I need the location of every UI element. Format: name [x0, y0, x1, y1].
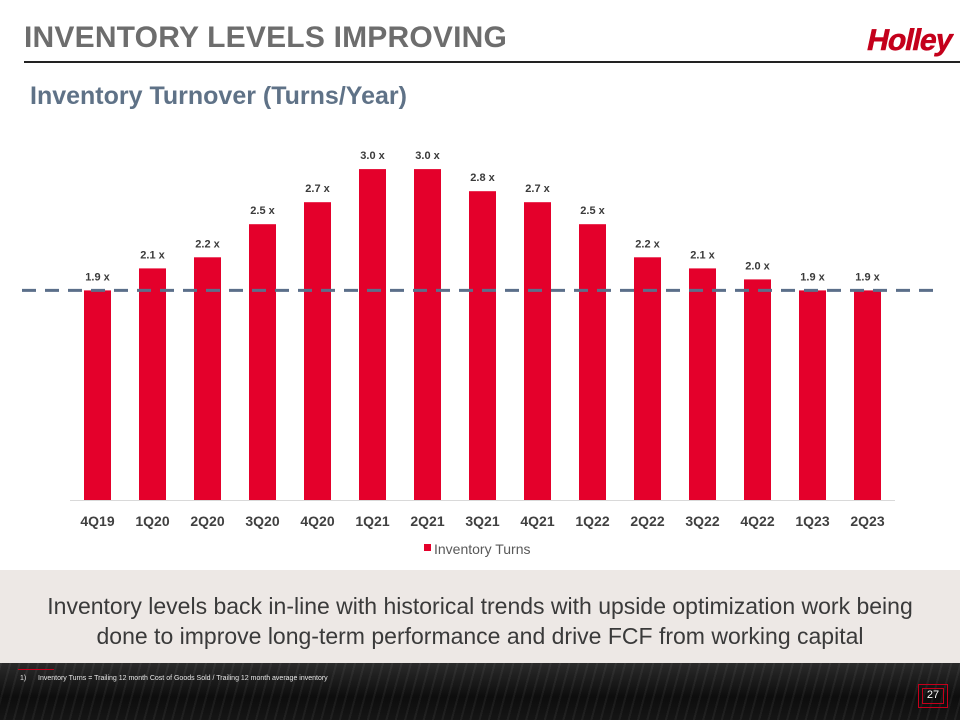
bar-4Q21 — [524, 202, 551, 500]
x-tick-3Q22: 3Q22 — [685, 513, 719, 529]
holley-logo: Holley — [864, 24, 954, 57]
data-label-2Q21: 3.0 x — [415, 150, 440, 162]
slide-title: INVENTORY LEVELS IMPROVING — [24, 21, 508, 54]
x-tick-2Q23: 2Q23 — [850, 513, 884, 529]
bar-3Q22 — [689, 268, 716, 500]
bar-3Q21 — [469, 191, 496, 500]
page-number-badge: 27 — [918, 684, 948, 708]
footer-accent-line — [18, 669, 54, 670]
x-tick-2Q20: 2Q20 — [190, 513, 224, 529]
legend-swatch — [424, 544, 431, 551]
bar-1Q23 — [799, 290, 826, 500]
x-tick-4Q22: 4Q22 — [740, 513, 774, 529]
data-label-3Q22: 2.1 x — [690, 249, 715, 261]
page-number-frame — [922, 688, 944, 704]
data-label-2Q22: 2.2 x — [635, 238, 660, 250]
bar-2Q22 — [634, 257, 661, 500]
inventory-turns-chart: 1.9 x 2.1 x 2.2 x 2.5 x 2.7 x 3.0 x 3.0 x 2.8 x… — [22, 150, 936, 557]
footer-bar: 1) Inventory Turns = Trailing 12 month C… — [0, 663, 960, 720]
bar-2Q20 — [194, 257, 221, 500]
x-tick-3Q21: 3Q21 — [465, 513, 499, 529]
x-tick-4Q20: 4Q20 — [300, 513, 334, 529]
data-label-3Q20: 2.5 x — [250, 205, 275, 217]
bar-4Q20 — [304, 202, 331, 500]
x-tick-4Q19: 4Q19 — [80, 513, 114, 529]
page-number: 27 — [926, 689, 940, 701]
footer-texture — [0, 663, 960, 720]
bar-1Q20 — [139, 268, 166, 500]
footnote-text: Inventory Turns = Trailing 12 month Cost… — [38, 675, 328, 682]
bar-4Q22 — [744, 279, 771, 500]
x-tick-1Q23: 1Q23 — [795, 513, 829, 529]
bar-1Q22 — [579, 224, 606, 500]
data-label-1Q21: 3.0 x — [360, 150, 385, 162]
bar-3Q20 — [249, 224, 276, 500]
legend-label: Inventory Turns — [434, 541, 531, 557]
data-label-4Q21: 2.7 x — [525, 183, 550, 195]
data-label-2Q20: 2.2 x — [195, 238, 220, 250]
bar-2Q21 — [414, 169, 441, 500]
data-label-1Q23: 1.9 x — [800, 271, 825, 283]
x-tick-1Q20: 1Q20 — [135, 513, 169, 529]
bar-1Q21 — [359, 169, 386, 500]
x-tick-3Q20: 3Q20 — [245, 513, 279, 529]
x-tick-2Q22: 2Q22 — [630, 513, 664, 529]
svg-text:Holley: Holley — [864, 24, 954, 57]
bar-2Q23 — [854, 290, 881, 500]
title-divider — [24, 61, 960, 63]
x-tick-1Q22: 1Q22 — [575, 513, 609, 529]
callout-box: Inventory levels back in-line with histo… — [0, 570, 960, 663]
x-tick-2Q21: 2Q21 — [410, 513, 444, 529]
data-label-1Q22: 2.5 x — [580, 205, 605, 217]
data-label-1Q20: 2.1 x — [140, 249, 165, 261]
data-label-2Q23: 1.9 x — [855, 271, 880, 283]
data-label-3Q21: 2.8 x — [470, 172, 495, 184]
x-tick-1Q21: 1Q21 — [355, 513, 389, 529]
data-label-4Q20: 2.7 x — [305, 183, 330, 195]
x-tick-4Q21: 4Q21 — [520, 513, 554, 529]
data-label-4Q19: 1.9 x — [85, 271, 110, 283]
chart-subtitle: Inventory Turnover (Turns/Year) — [30, 82, 407, 110]
callout-text: Inventory levels back in-line with histo… — [47, 593, 913, 649]
data-label-4Q22: 2.0 x — [745, 260, 770, 272]
footnote-number: 1) — [20, 675, 27, 682]
bar-4Q19 — [84, 290, 111, 500]
